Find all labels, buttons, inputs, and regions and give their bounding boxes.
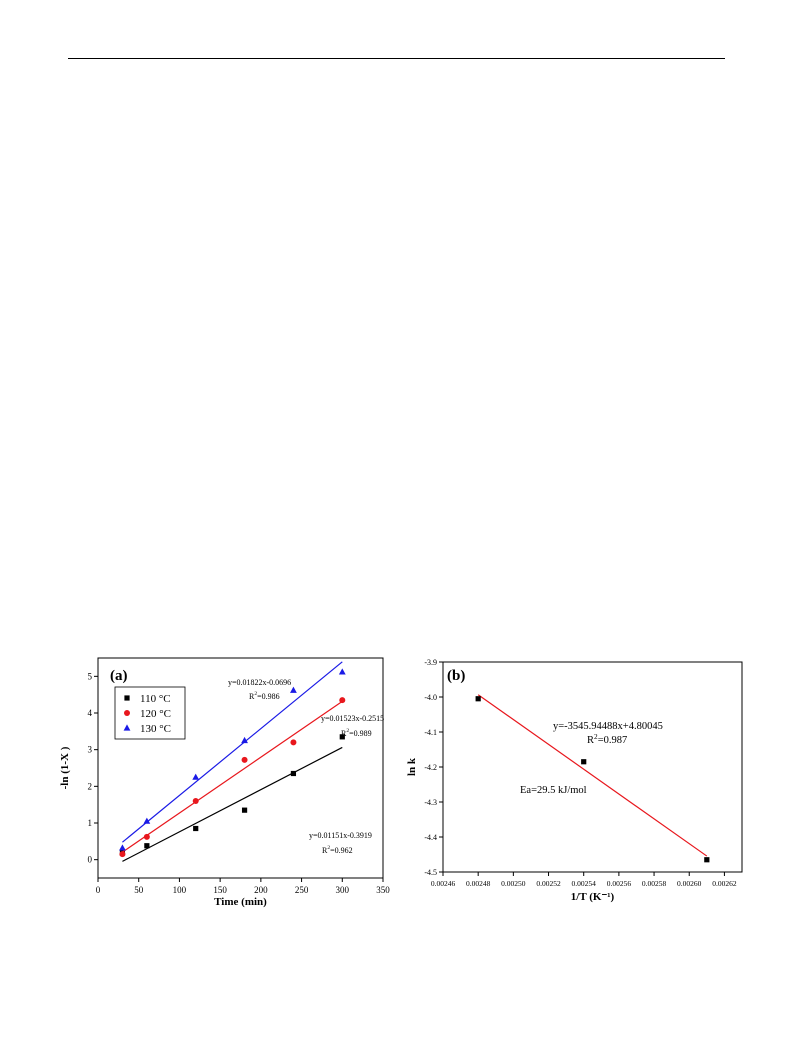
x-tick-label-b: 0.00262: [712, 879, 737, 888]
data-point-series-0: [290, 770, 297, 777]
y-tick-label-b: -4.3: [424, 798, 437, 807]
y-tick-label-a: 3: [88, 745, 93, 755]
x-tick-label-b: 0.00254: [572, 879, 597, 888]
fit-line-series-2: [122, 661, 343, 843]
legend-a: 110 °C 120 °C 130 °C: [114, 686, 186, 740]
x-tick-label-a: 300: [336, 885, 350, 895]
y-tick-label-b: -3.9: [424, 658, 437, 667]
plot-frame-a: [97, 657, 384, 879]
y-tick-label-b: -4.0: [424, 693, 437, 702]
y-tick-label-b: -4.2: [424, 763, 437, 772]
x-tick-label-a: 100: [173, 885, 187, 895]
fit-annotations-a: y=0.01151x-0.3919 R2=0.962 y=0.01523x-0.25…: [228, 678, 384, 855]
fit-r2-series-1: R2=0.989: [341, 728, 372, 738]
data-point-series-2: [143, 817, 151, 824]
data-point-series-1: [290, 739, 297, 746]
x-tick-label-a: 200: [254, 885, 268, 895]
data-point-b: [704, 857, 710, 863]
x-tick-label-b: 0.00252: [536, 879, 561, 888]
data-point-series-0: [241, 807, 248, 813]
header-rule: [68, 58, 725, 59]
x-tick-label-b: 0.00258: [642, 879, 667, 888]
data-point-series-0: [339, 734, 345, 740]
data-point-series-2: [119, 844, 126, 851]
legend-label-series-2: 130 °C: [140, 723, 171, 735]
x-tick-label-b: 0.00246: [431, 879, 456, 888]
x-axis-label-a: Time (min): [214, 896, 267, 908]
x-tick-label-b: 0.00256: [607, 879, 632, 888]
x-tick-label-a: 50: [134, 885, 144, 895]
y-tick-label-a: 5: [88, 671, 93, 681]
activation-energy-annotation: Ea=29.5 kJ/mol: [520, 785, 587, 796]
data-point-series-0: [144, 843, 150, 849]
legend-label-series-1: 120 °C: [140, 708, 171, 720]
fit-r2-series-0: R2=0.962: [322, 845, 353, 855]
y-tick-label-a: 2: [88, 781, 93, 791]
data-point-series-2: [290, 686, 297, 693]
legend-marker-series-1: [124, 710, 130, 716]
fit-equation-series-1: y=0.01523x-0.2515: [321, 714, 384, 723]
y-tick-label-a: 0: [88, 855, 93, 865]
x-tick-label-a: 350: [376, 885, 390, 895]
fit-r2-b: R2=0.987: [587, 732, 627, 746]
data-point-series-0: [193, 825, 199, 832]
fit-equation-series-0: y=0.01151x-0.3919: [309, 831, 372, 840]
y-axis-label-a: -ln (1-X ): [59, 746, 71, 789]
data-point-series-2: [241, 736, 248, 744]
y-tick-label-a: 4: [88, 708, 93, 718]
x-axis-label-b: 1/T (K⁻¹): [571, 891, 615, 903]
data-point-b: [475, 696, 481, 702]
data-point-series-1: [241, 756, 248, 763]
data-point-series-2: [338, 668, 346, 675]
fit-line-b: [477, 694, 708, 857]
data-point-series-1: [339, 697, 346, 704]
fit-equation-b: y=-3545.94488x+4.80045: [553, 721, 663, 732]
data-point-series-1: [143, 833, 150, 840]
legend-marker-series-2: [123, 724, 131, 731]
x-tick-label-a: 250: [295, 885, 309, 895]
data-point-series-1: [119, 851, 126, 858]
plot-frame-b: [442, 661, 743, 873]
x-tick-label-b: 0.00260: [677, 879, 702, 888]
data-point-b: [581, 759, 587, 765]
chart-b: 0.00246 0.00248 0.00250 0.00252 0.00254 0.002…: [406, 658, 743, 903]
fit-line-series-1: [122, 700, 343, 853]
y-tick-label-b: -4.4: [424, 833, 437, 842]
x-tick-label-a: 0: [96, 885, 101, 895]
y-axis-label-b: ln k: [406, 757, 418, 776]
legend-marker-series-0: [124, 695, 130, 701]
x-tick-label-a: 150: [213, 885, 227, 895]
data-point-series-2: [192, 773, 200, 780]
y-tick-label-b: -4.5: [424, 868, 437, 877]
x-tick-label-b: 0.00248: [466, 879, 491, 888]
fit-line-series-0: [122, 746, 343, 862]
panel-label-b: (b): [447, 668, 465, 684]
data-point-series-1: [192, 798, 199, 804]
y-tick-label-b: -4.1: [424, 728, 437, 737]
legend-label-series-0: 110 °C: [140, 693, 171, 705]
panel-label-a: (a): [110, 668, 128, 684]
fit-equation-series-2: y=0.01822x-0.0696: [228, 678, 291, 687]
chart-a: 0 50 100 150 200 250 300 350 0 1 2 3 4 5 (a) Time (mi…: [59, 657, 390, 908]
x-tick-label-b: 0.00250: [501, 879, 526, 888]
fit-r2-series-2: R2=0.986: [249, 691, 280, 701]
y-tick-label-a: 1: [88, 818, 93, 828]
